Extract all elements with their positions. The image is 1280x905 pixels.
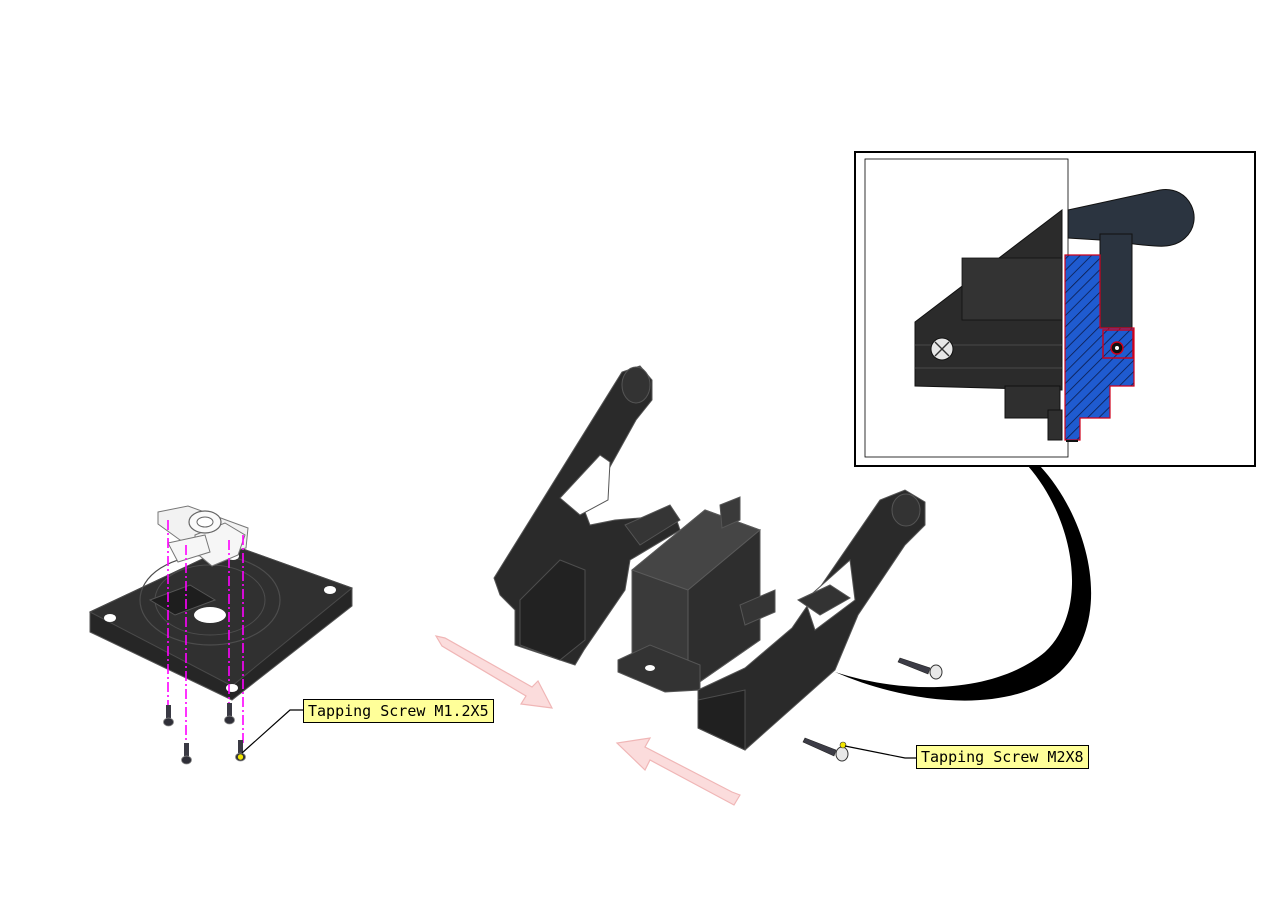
servo-horn	[157, 505, 249, 567]
screw-icon	[181, 743, 192, 765]
servo-motor	[617, 496, 776, 693]
screw-icon	[235, 740, 246, 762]
callout-tapping-screw-m12x5: Tapping Screw M1.2X5	[303, 699, 494, 723]
assembly-axis-lines	[167, 520, 244, 745]
section-detail-view	[854, 151, 1256, 467]
screw-icon	[897, 657, 943, 680]
screw-icon	[802, 737, 849, 762]
bracket-right	[697, 489, 926, 751]
tapping-screw-m12x5-group	[163, 703, 246, 765]
callout-tapping-screw-m2x8: Tapping Screw M2X8	[916, 745, 1089, 769]
bracket-left	[493, 365, 681, 666]
mount-hole-icon	[104, 614, 116, 622]
screw-icon	[224, 703, 235, 725]
screw-icon	[163, 705, 174, 727]
leader-line-m12x5	[241, 709, 303, 754]
base-plate	[88, 544, 354, 701]
tapping-screw-m2x8-group	[802, 657, 943, 762]
screw-head-icon	[930, 337, 954, 361]
assembly-direction-arrow	[615, 737, 741, 806]
assembly-direction-arrow	[434, 635, 554, 709]
center-hole-icon	[194, 607, 226, 623]
mount-hole-icon	[324, 586, 336, 594]
mount-hole-icon	[226, 684, 238, 692]
leader-line-m2x8	[844, 745, 916, 759]
